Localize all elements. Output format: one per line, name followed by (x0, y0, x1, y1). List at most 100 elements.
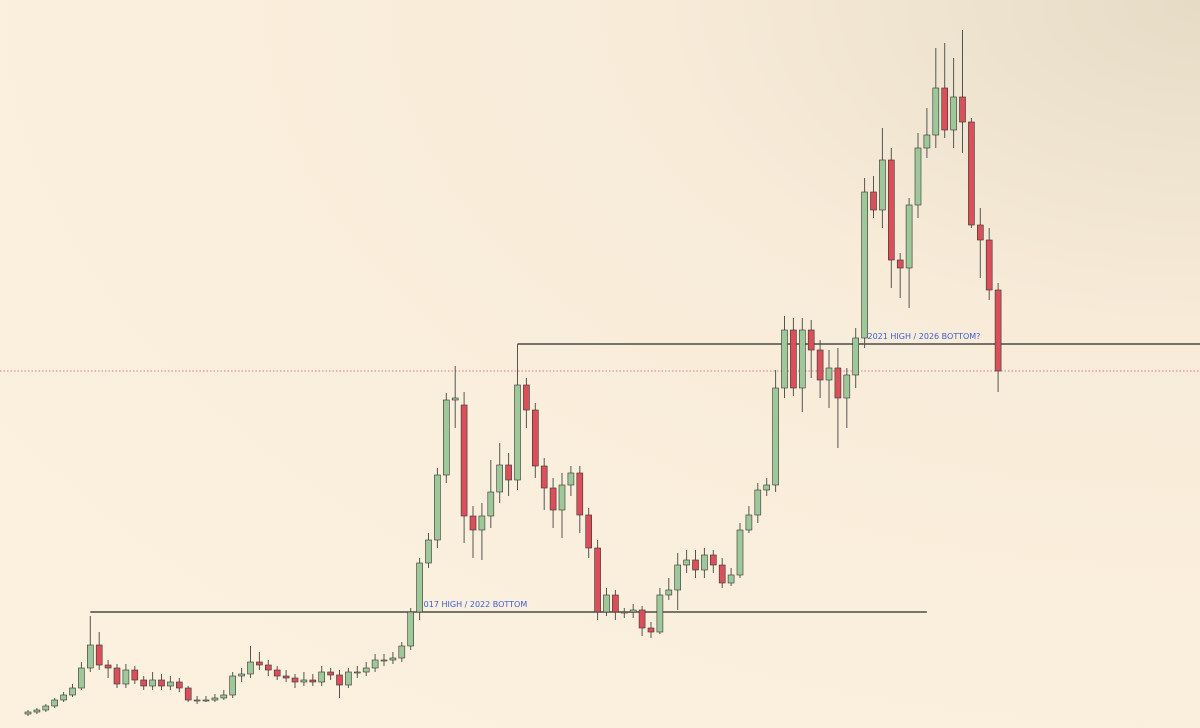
candle-body (353, 671, 361, 674)
level-label: 2021 HIGH / 2026 BOTTOM? (868, 332, 981, 341)
candle-body (389, 657, 397, 661)
candle-body (985, 239, 993, 291)
candle-body (959, 96, 966, 123)
candle-body (434, 474, 441, 541)
candle-body (104, 664, 112, 669)
candle-body (282, 675, 290, 679)
candle-body (763, 484, 771, 491)
candle-body (772, 387, 779, 486)
candle-body (113, 667, 121, 685)
candle-body (247, 661, 254, 675)
candle-body (193, 699, 201, 702)
candle-body (674, 564, 682, 591)
candle-body (229, 675, 236, 696)
candle-body (309, 679, 317, 683)
candle-body (256, 661, 263, 666)
candle-body (176, 681, 183, 689)
candle-body (318, 671, 326, 683)
candle-body (425, 539, 432, 564)
candle-body (469, 515, 477, 531)
candle-body (781, 329, 788, 389)
candle-body (558, 484, 566, 511)
candle-body (416, 562, 423, 613)
candle-body (807, 329, 815, 351)
candle-body (149, 679, 156, 687)
candle-body (505, 464, 512, 481)
candle-body (594, 547, 601, 613)
candle-body (825, 367, 833, 381)
candle-body (24, 711, 32, 715)
candle-body (709, 554, 717, 566)
candle-body (718, 564, 726, 584)
candle-body (51, 699, 59, 707)
candle-body (852, 337, 860, 376)
candle-body (896, 259, 904, 269)
candle-body (451, 397, 459, 401)
candle-body (629, 609, 637, 613)
candle-body (683, 559, 690, 566)
candle-body (345, 671, 352, 686)
candle-body (264, 664, 272, 671)
candle-body (950, 96, 957, 131)
candle-body (567, 472, 575, 486)
candle-body (576, 472, 584, 516)
candle-body (167, 681, 174, 687)
candle-body (531, 409, 539, 467)
candle-body (78, 667, 85, 689)
candle-body (300, 679, 308, 683)
candle-body (496, 464, 504, 493)
candle-body (879, 159, 886, 211)
candle-body (131, 669, 139, 681)
candle-body (327, 671, 334, 676)
candle-body (69, 687, 76, 696)
candle-body (745, 514, 753, 531)
candle-body (656, 594, 664, 633)
candle-body (638, 609, 646, 629)
candle-body (122, 669, 130, 685)
candle-body (976, 224, 984, 241)
candle-body (932, 87, 940, 136)
level-label: 2017 HIGH / 2022 BOTTOM (419, 600, 528, 609)
candle-body (220, 694, 228, 699)
candle-body (158, 679, 165, 687)
candle-body (736, 529, 744, 576)
candle-body (692, 559, 699, 571)
candle-body (754, 489, 762, 516)
candle-body (487, 491, 495, 517)
candle-body (647, 627, 655, 633)
candle-body (994, 289, 1002, 372)
candle-body (727, 574, 735, 584)
candle-body (816, 349, 824, 381)
candle-body (140, 679, 147, 687)
candle-body (33, 709, 41, 713)
candle-body (603, 594, 610, 613)
candle-body (620, 611, 628, 614)
candle-body (336, 674, 343, 686)
candle-body (42, 705, 50, 711)
candle-body (914, 147, 922, 206)
candle-body (665, 589, 673, 596)
candle-body (549, 487, 557, 511)
candle-body (202, 699, 210, 702)
candle-body (798, 329, 806, 389)
candle-body (460, 404, 468, 517)
candle-body (211, 697, 219, 701)
candle-body (442, 399, 450, 476)
candle-body (923, 134, 931, 149)
candle-body (701, 554, 708, 571)
candle-body (790, 329, 797, 389)
candle-body (968, 121, 975, 226)
candle-body (870, 191, 877, 211)
candle-body (60, 694, 67, 701)
candle-body (523, 384, 530, 411)
candle-body (612, 594, 619, 613)
candle-body (585, 514, 593, 549)
candle-body (540, 465, 548, 489)
candle-body (362, 667, 370, 673)
candle-body (905, 204, 913, 269)
candle-body (834, 367, 842, 399)
candle-body (941, 87, 949, 131)
candle-body (371, 659, 379, 669)
